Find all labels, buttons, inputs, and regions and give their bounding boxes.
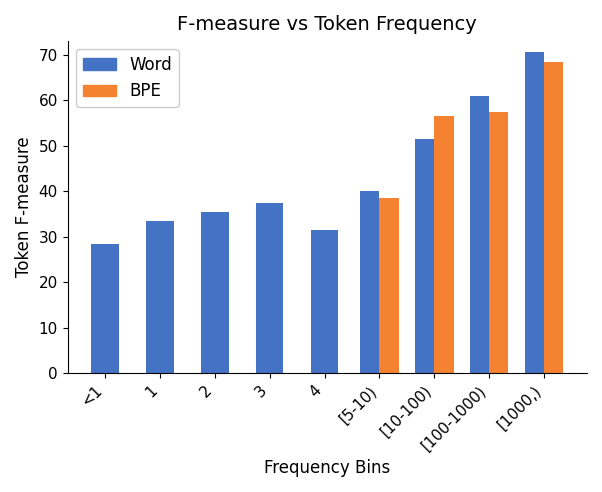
Bar (489, 112, 509, 373)
Bar (146, 221, 173, 373)
Bar (256, 203, 284, 373)
Bar (92, 244, 119, 373)
Bar (415, 139, 435, 373)
Y-axis label: Token F-measure: Token F-measure (15, 137, 33, 277)
Title: F-measure vs Token Frequency: F-measure vs Token Frequency (178, 15, 477, 34)
Bar (435, 116, 453, 373)
Bar (470, 96, 489, 373)
X-axis label: Frequency Bins: Frequency Bins (264, 459, 391, 477)
Bar (379, 198, 399, 373)
Bar (360, 191, 379, 373)
Bar (201, 212, 229, 373)
Bar (544, 62, 563, 373)
Bar (525, 53, 544, 373)
Bar (311, 230, 338, 373)
Legend: Word, BPE: Word, BPE (76, 49, 179, 107)
